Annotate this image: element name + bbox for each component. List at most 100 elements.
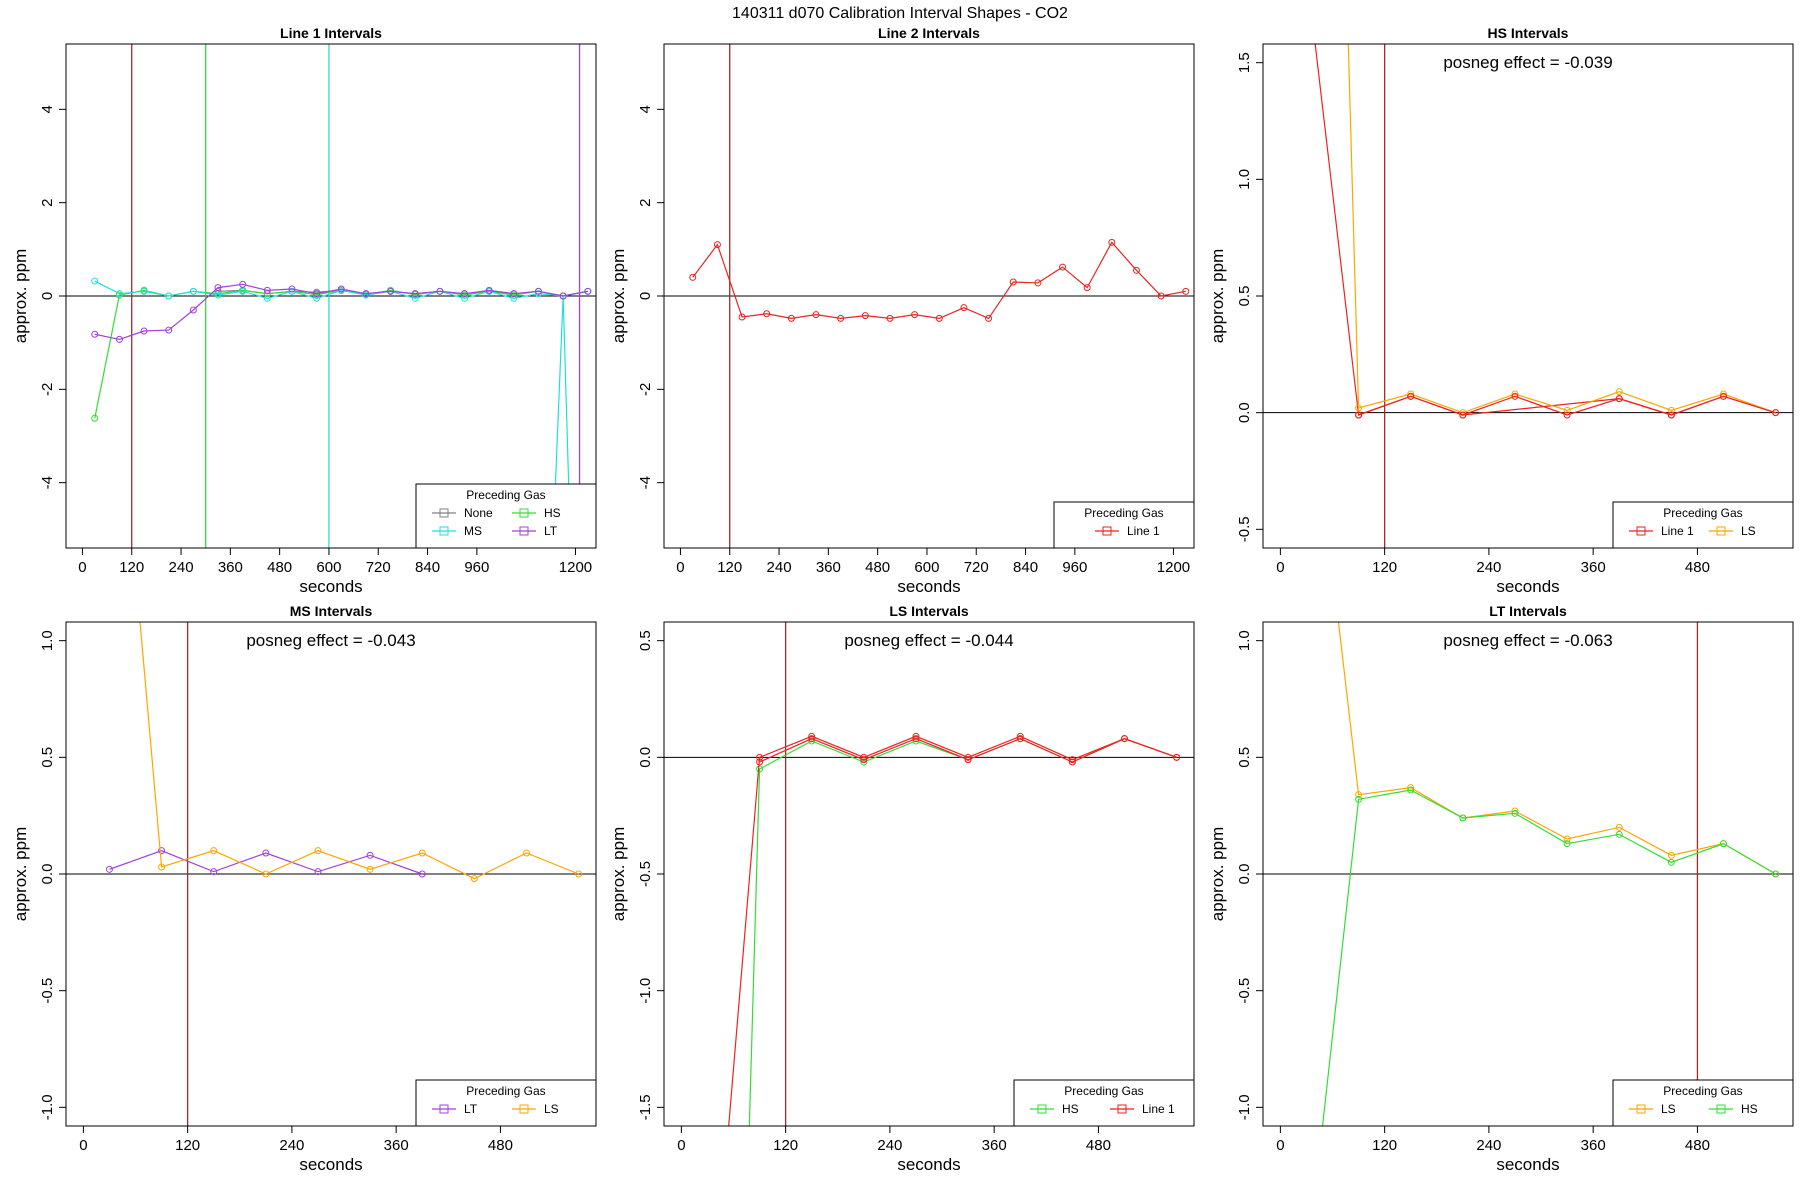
data-point (1355, 404, 1363, 412)
legend-item-none: None (432, 506, 493, 520)
x-tick-label: 120 (1372, 1137, 1397, 1154)
data-point (1459, 814, 1467, 822)
y-tick-label: -1.0 (637, 978, 654, 1004)
data-point (470, 875, 478, 883)
data-point (713, 241, 721, 249)
legend-label: LS (544, 1102, 559, 1116)
y-tick-label: 0 (39, 292, 56, 300)
data-point (756, 758, 764, 766)
panel-title: MS Intervals (290, 603, 373, 619)
x-tick-label: 480 (267, 559, 292, 576)
chart-panel-4: MS Intervals 0 120 240 360 480 -1.0 -0.5 0.0 0.5 1… (11, 603, 597, 1174)
data-point (288, 285, 296, 293)
legend-title: Preceding Gas (1084, 506, 1163, 520)
data-point (534, 290, 542, 298)
x-tick-label: 120 (717, 559, 742, 576)
x-tick-label: 480 (488, 1137, 513, 1154)
data-point (263, 294, 271, 302)
panel-title: HS Intervals (1488, 25, 1569, 41)
series-hs (91, 286, 592, 422)
x-tick-label: 0 (1276, 559, 1284, 576)
x-tick-label: 360 (384, 1137, 409, 1154)
legend-swatch-marker (439, 1104, 449, 1114)
legend-item-ls: LS (1709, 524, 1756, 538)
data-point (912, 735, 920, 743)
legend-swatch-marker (1037, 1104, 1047, 1114)
y-tick-label: 1.0 (1236, 169, 1253, 190)
series-line (728, 735, 1177, 1126)
x-tick-label: 600 (914, 559, 939, 576)
data-point (1719, 840, 1727, 848)
series-lt (91, 280, 592, 343)
data-point (1667, 411, 1675, 419)
chart-panel-5: LS Intervals 0 120 240 360 480 -1.5 -1.0 -0.5 0.0… (609, 603, 1195, 1174)
legend-label: Line 1 (1142, 1102, 1175, 1116)
data-point (461, 290, 469, 298)
panel-title: Line 2 Intervals (878, 25, 980, 41)
data-point (1068, 758, 1076, 766)
data-point (1563, 840, 1571, 848)
data-point (1407, 392, 1415, 400)
data-point (461, 294, 469, 302)
series-ls (139, 622, 583, 883)
x-axis-label: seconds (897, 577, 960, 596)
data-point (584, 287, 592, 295)
data-point (1132, 266, 1140, 274)
legend-swatch-marker (1636, 1104, 1646, 1114)
data-point (960, 304, 968, 312)
series-line (748, 738, 1177, 1126)
x-tick-label: 480 (1685, 1137, 1710, 1154)
data-point (860, 756, 868, 764)
legend-swatch-marker (519, 526, 529, 536)
legend-label: MS (464, 524, 482, 538)
legend: Preceding Gas Line 1 LS (1612, 501, 1794, 549)
x-tick-label: 360 (1581, 559, 1606, 576)
y-tick-label: 0.0 (1236, 864, 1253, 885)
y-tick-label: 4 (637, 105, 654, 113)
legend-label: Line 1 (1127, 524, 1160, 538)
x-tick-label: 360 (816, 559, 841, 576)
chart-panel-3: HS Intervals 0 120 240 360 480 -0.5 0.0 0.5 1.0 1.… (1208, 25, 1794, 596)
data-point (756, 765, 764, 773)
y-tick-label: 0 (637, 292, 654, 300)
legend: Preceding Gas None HS MS LT (415, 483, 597, 549)
x-tick-label: 720 (366, 559, 391, 576)
legend-item-lt: LT (432, 1102, 478, 1116)
data-point (313, 294, 321, 302)
x-tick-label: 0 (676, 559, 684, 576)
data-point (808, 735, 816, 743)
y-tick-label: 0.0 (39, 864, 56, 885)
data-point (1355, 795, 1363, 803)
series-line (759, 738, 1177, 763)
legend: Preceding Gas LT LS (415, 1079, 597, 1127)
data-point (886, 314, 894, 322)
y-tick-label: -2 (637, 383, 654, 396)
x-axis-label: seconds (897, 1155, 960, 1174)
data-point (1034, 279, 1042, 287)
legend: Preceding Gas HS Line 1 (1013, 1079, 1195, 1127)
data-point (1667, 858, 1675, 866)
series-hs (748, 735, 1181, 1126)
legend-label: Line 1 (1661, 524, 1694, 538)
legend-label: HS (544, 506, 561, 520)
panel-title: LS Intervals (889, 603, 969, 619)
legend-swatch-marker (1716, 526, 1726, 536)
series-line (1321, 789, 1776, 1126)
legend-item-line-1: Line 1 (1629, 524, 1694, 538)
data-point (1108, 238, 1116, 246)
x-tick-label: 840 (415, 559, 440, 576)
data-point (239, 280, 247, 288)
data-point (214, 291, 222, 299)
data-point (912, 732, 920, 740)
data-point (314, 868, 322, 876)
series-line (1337, 622, 1776, 875)
data-point (1511, 809, 1519, 817)
data-point (860, 758, 868, 766)
y-axis-label: approx. ppm (609, 249, 628, 344)
data-point (756, 753, 764, 761)
y-tick-label: -0.5 (1236, 978, 1253, 1004)
legend-title: Preceding Gas (466, 488, 545, 502)
data-point (1615, 395, 1623, 403)
data-point (1563, 835, 1571, 843)
x-tick-label: 1200 (1157, 559, 1190, 576)
